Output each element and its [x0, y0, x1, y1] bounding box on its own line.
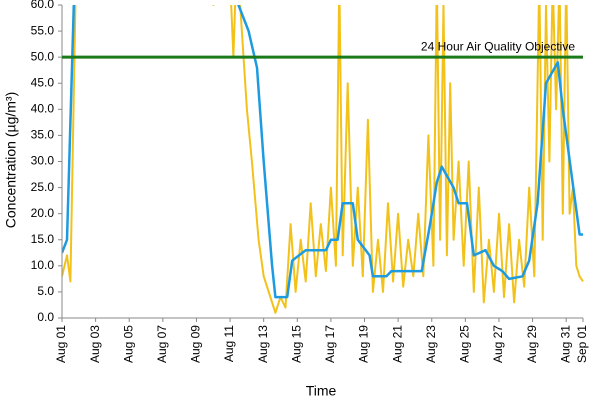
data-line: [62, 5, 584, 314]
x-tick-label: Aug 31: [558, 325, 572, 363]
y-tick-label: 0.0: [37, 310, 54, 324]
plot-area: [62, 5, 584, 314]
y-tick-label: 25.0: [31, 180, 55, 194]
x-tick-label: Aug 19: [357, 325, 371, 363]
objective-label: 24 Hour Air Quality Objective: [421, 39, 575, 53]
x-tick-label: Aug 07: [155, 325, 169, 363]
x-tick-label: Aug 17: [323, 325, 337, 363]
y-axis-label: Concentration (µg/m³): [3, 92, 19, 228]
y-tick-label: 45.0: [31, 75, 55, 89]
x-tick-label: Aug 03: [88, 325, 102, 363]
x-tick-label: Aug 01: [54, 325, 68, 363]
x-tick-label: Aug 05: [121, 325, 135, 363]
y-tick-label: 5.0: [37, 284, 54, 298]
data-line: [62, 5, 583, 299]
x-tick-label: Aug 25: [458, 325, 472, 363]
x-tick-label: Aug 15: [289, 325, 303, 363]
x-tick-label: Aug 29: [525, 325, 539, 363]
x-axis-label: Time: [306, 383, 337, 399]
y-tick-label: 10.0: [31, 258, 55, 272]
y-tick-label: 20.0: [31, 206, 55, 220]
y-tick-label: 60.0: [31, 0, 55, 11]
x-tick-label: Aug 13: [256, 325, 270, 363]
x-tick-label: Aug 23: [424, 325, 438, 363]
y-tick-label: 35.0: [31, 128, 55, 142]
x-tick-label: Aug 27: [491, 325, 505, 363]
x-tick-label: Aug 11: [222, 325, 236, 362]
y-tick-label: 15.0: [31, 232, 55, 246]
x-tick-label: Aug 09: [189, 325, 203, 363]
y-tick-label: 30.0: [31, 154, 55, 168]
y-tick-label: 40.0: [31, 102, 55, 116]
y-tick-label: 50.0: [31, 49, 55, 63]
x-tick-label: Aug 21: [390, 325, 404, 363]
y-tick-label: 55.0: [31, 23, 55, 37]
x-tick-label: Sep 01: [575, 325, 589, 363]
